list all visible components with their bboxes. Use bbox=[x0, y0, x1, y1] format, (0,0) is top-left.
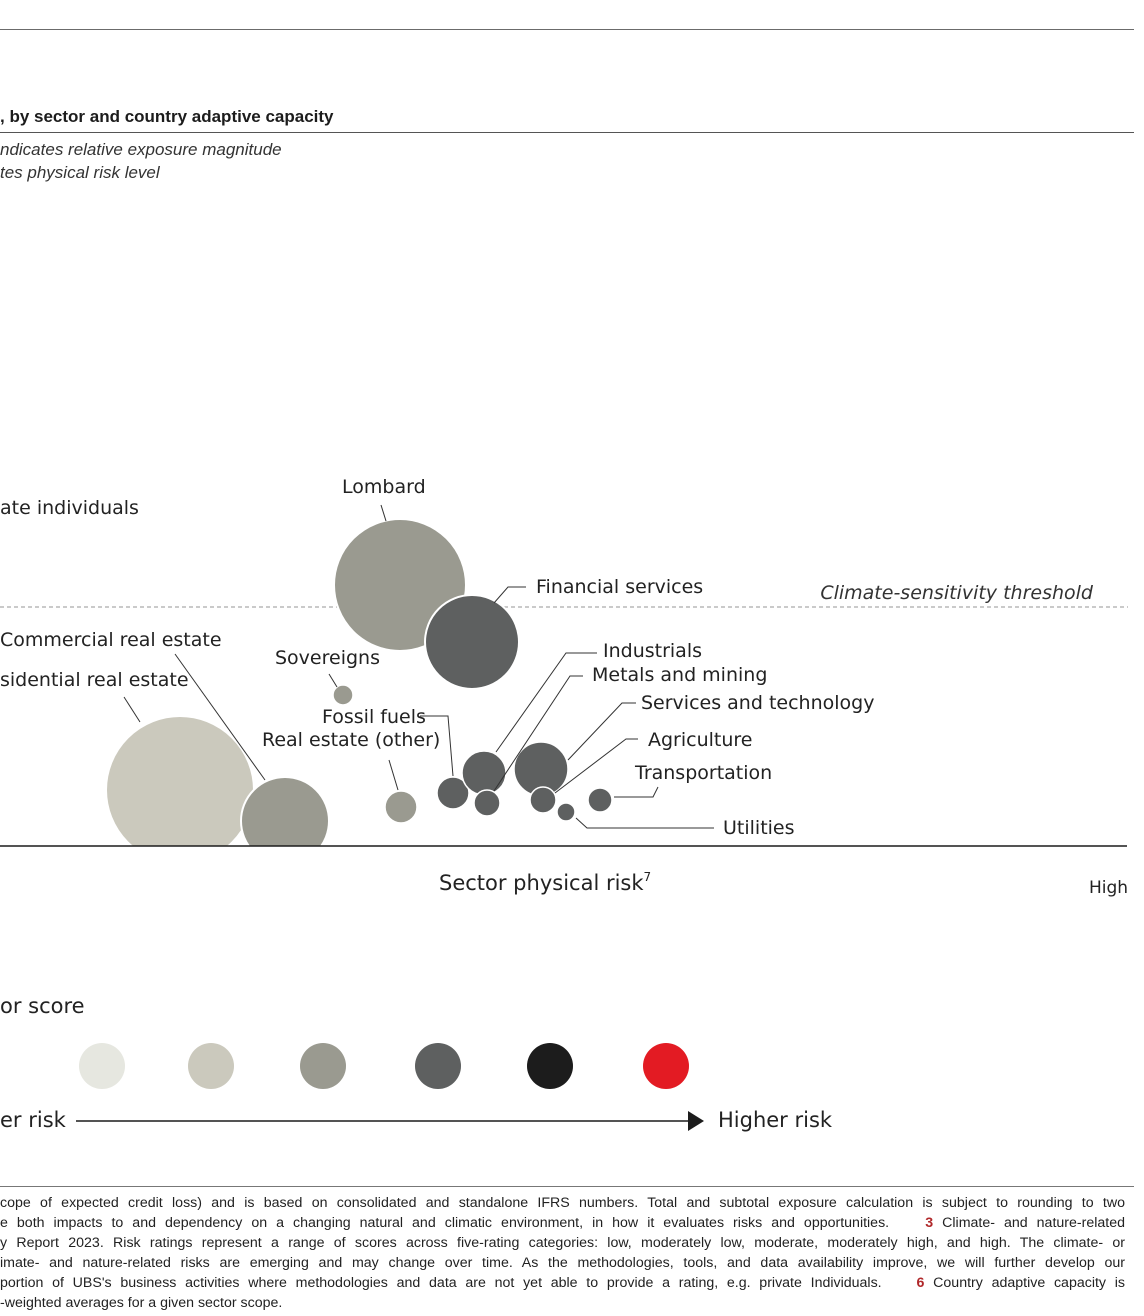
leader-utilities bbox=[575, 817, 714, 829]
bubbles bbox=[105, 518, 613, 846]
bubble-agriculture bbox=[529, 786, 557, 814]
chart-title: , by sector and country adaptive capacit… bbox=[0, 107, 334, 126]
bubble-industrials bbox=[461, 750, 507, 796]
legend-swatch-6 bbox=[643, 1043, 689, 1089]
label-sovereigns: Sovereigns bbox=[275, 647, 380, 669]
bubble-financial-services bbox=[424, 594, 520, 690]
label-services-and-technology: Services and technology bbox=[641, 692, 874, 714]
label-financial-services: Financial services bbox=[536, 576, 703, 598]
label-industrials: Industrials bbox=[603, 640, 702, 662]
legend-swatch-1 bbox=[79, 1043, 125, 1089]
label-metals-and-mining: Metals and mining bbox=[592, 664, 767, 686]
leader-financial-services bbox=[493, 586, 526, 604]
leader-transportation bbox=[614, 786, 659, 798]
bubble-sovereigns bbox=[332, 684, 354, 706]
legend-arrow-head bbox=[688, 1111, 704, 1131]
footnote-number-3: 3 bbox=[925, 1215, 934, 1231]
label-commercial-real-estate: Commercial real estate bbox=[0, 629, 222, 651]
legend-swatch-2 bbox=[188, 1043, 234, 1089]
bubble-size-note: ndicates relative exposure magnitude bbox=[0, 140, 282, 159]
label-residential-real-estate: sidential real estate bbox=[0, 669, 189, 691]
leader-fossil-fuels bbox=[420, 715, 454, 777]
threshold-label: Climate-sensitivity threshold bbox=[820, 582, 1094, 604]
leader-lines bbox=[123, 504, 714, 829]
label-lombard: Lombard bbox=[342, 476, 426, 498]
label-private-individuals: ate individuals bbox=[0, 497, 139, 519]
footnote-line-4: imate- and nature-related risks are emer… bbox=[0, 1255, 1125, 1271]
leader-services-and-technology bbox=[567, 702, 636, 761]
color-legend-title: or score bbox=[0, 994, 85, 1018]
legend-low-label: er risk bbox=[0, 1108, 67, 1132]
bubble-commercial-real-estate bbox=[240, 776, 330, 846]
leader-agriculture bbox=[554, 738, 638, 794]
x-axis-high-label: High bbox=[1089, 878, 1128, 898]
footnote-line-3: y Report 2023. Risk ratings represent a … bbox=[0, 1235, 1125, 1251]
x-axis-label: Sector physical risk7 bbox=[439, 870, 651, 895]
leader-industrials bbox=[495, 652, 597, 753]
footnote-line-5-a: portion of UBS's business activities whe… bbox=[0, 1275, 882, 1291]
label-real-estate-other: Real estate (other) bbox=[262, 729, 440, 751]
footnote-line-2-b: Climate- and nature-related bbox=[942, 1215, 1125, 1231]
label-fossil-fuels: Fossil fuels bbox=[322, 706, 426, 728]
bubble-residential-real-estate bbox=[105, 715, 255, 846]
footnote-line-2-a: e both impacts to and dependency on a ch… bbox=[0, 1215, 890, 1231]
label-utilities: Utilities bbox=[723, 817, 795, 839]
footnote-line-2: e both impacts to and dependency on a ch… bbox=[0, 1213, 1125, 1233]
bubble-transportation bbox=[587, 787, 613, 813]
leader-real-estate-other bbox=[388, 759, 399, 791]
label-agriculture: Agriculture bbox=[648, 729, 753, 751]
footnote-number-6: 6 bbox=[916, 1275, 925, 1291]
legend-swatch-4 bbox=[415, 1043, 461, 1089]
footnote-line-6: -weighted averages for a given sector sc… bbox=[0, 1295, 283, 1311]
leader-residential-real-estate bbox=[123, 696, 141, 723]
footnote-line-5: portion of UBS's business activities whe… bbox=[0, 1273, 1125, 1293]
bubble-utilities bbox=[556, 802, 576, 822]
leader-sovereigns bbox=[328, 673, 338, 688]
title-rule bbox=[0, 132, 1134, 133]
bubble-metals-and-mining bbox=[473, 789, 501, 817]
leader-commercial-real-estate bbox=[174, 653, 266, 781]
bubble-chart: Climate-sensitivity threshold at bbox=[0, 476, 1128, 1132]
top-rule bbox=[0, 29, 1134, 30]
footnote-line-1: cope of expected credit loss) and is bas… bbox=[0, 1195, 1125, 1211]
legend-swatch-5 bbox=[527, 1043, 573, 1089]
footnotes: cope of expected credit loss) and is bas… bbox=[0, 1193, 1125, 1313]
bubble-fossil-fuels bbox=[436, 776, 470, 810]
legend-swatch-3 bbox=[300, 1043, 346, 1089]
footnote-line-5-b: Country adaptive capacity is bbox=[933, 1275, 1125, 1291]
x-axis-label-superscript: 7 bbox=[644, 870, 652, 884]
x-axis-label-text: Sector physical risk bbox=[439, 871, 644, 895]
label-transportation: Transportation bbox=[634, 762, 772, 784]
leader-metals-and-mining bbox=[493, 675, 583, 792]
color-note: tes physical risk level bbox=[0, 163, 160, 182]
footnote-rule bbox=[0, 1186, 1134, 1187]
color-legend-swatches bbox=[79, 1043, 689, 1089]
legend-high-label: Higher risk bbox=[718, 1108, 833, 1132]
leader-lombard bbox=[380, 504, 387, 522]
bubble-real-estate-other bbox=[384, 790, 418, 824]
point-labels: ate individuals Lombard Financial servic… bbox=[0, 476, 874, 839]
